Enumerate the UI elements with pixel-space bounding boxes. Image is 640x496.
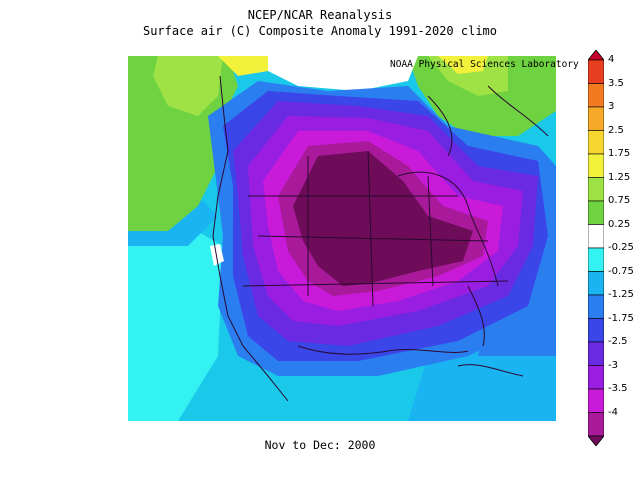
map-subtitle: Surface air (C) Composite Anomaly 1991-2… (142, 24, 497, 38)
colorbar-swatch (588, 224, 604, 249)
colorbar-swatch (588, 294, 604, 319)
colorbar-swatch (588, 153, 604, 178)
colorbar-tick-label: 0.25 (608, 218, 631, 230)
colorbar-bottom-arrow (588, 435, 604, 446)
colorbar-swatch (588, 412, 604, 437)
coastlines (212, 75, 549, 402)
colorbar-tick-label: 2.5 (608, 124, 624, 136)
colorbar-tick-label: -0.25 (608, 242, 634, 253)
colorbar-tick-label: 4 (608, 54, 615, 65)
colorbar-swatch (588, 388, 604, 413)
colorbar-swatch (588, 83, 604, 108)
anomaly-map (128, 56, 556, 421)
date-caption: Nov to Dec: 2000 (264, 438, 376, 452)
colorbar-swatch (588, 200, 604, 225)
colorbar-tick-label: -0.75 (608, 265, 634, 277)
colorbar-tick-label: 0.75 (608, 195, 631, 206)
colorbar-tick-label: 3.5 (608, 77, 624, 89)
colorbar-swatch (588, 106, 604, 131)
colorbar-swatch (588, 247, 604, 272)
colorbar-swatch (588, 341, 604, 366)
colorbar-tick-label: -1.75 (608, 312, 634, 324)
colorbar (588, 50, 604, 446)
colorbar-tick-label: -1.25 (608, 289, 634, 300)
colorbar-swatch (588, 59, 604, 84)
colorbar-tick-label: 1.25 (608, 171, 631, 183)
colorbar-tick-label: 3 (608, 101, 615, 112)
colorbar-swatch (588, 271, 604, 296)
credit-label: NOAA Physical Sciences Laboratory (390, 59, 579, 70)
colorbar-swatch (588, 130, 604, 155)
colorbar-swatch (588, 177, 604, 202)
colorbar-top-arrow (588, 50, 604, 61)
colorbar-tick-label: -2.5 (608, 336, 628, 347)
colorbar-swatch (588, 365, 604, 390)
colorbar-tick-label: 1.75 (608, 148, 631, 159)
colorbar-tick-label: -3.5 (608, 383, 628, 394)
colorbar-tick-label: -4 (608, 406, 618, 418)
colorbar-tick-label: -3 (608, 359, 618, 371)
colorbar-swatch (588, 318, 604, 343)
map-title: NCEP/NCAR Reanalysis (247, 8, 393, 22)
